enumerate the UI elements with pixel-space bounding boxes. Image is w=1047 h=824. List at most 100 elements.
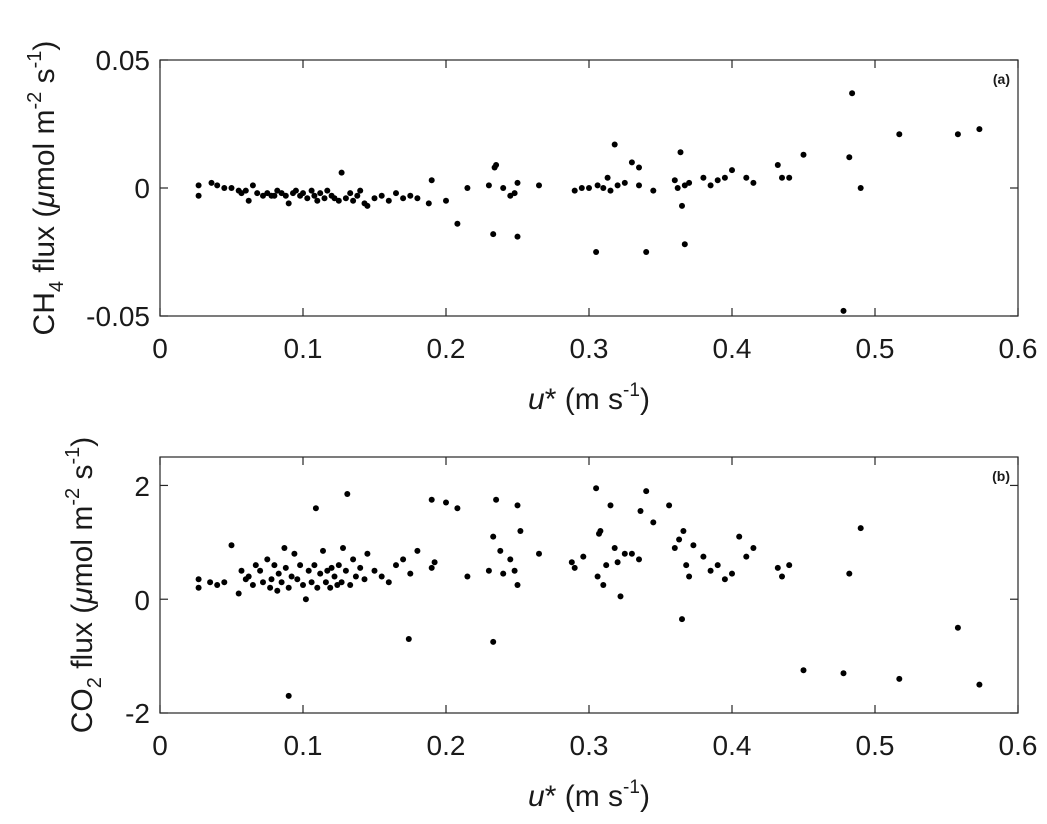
data-point xyxy=(578,185,585,191)
data-point xyxy=(580,553,587,560)
y-axis-label: CO2 flux (μmol m-2 s-1) xyxy=(62,437,106,734)
data-point xyxy=(454,220,461,227)
data-point xyxy=(347,190,354,197)
data-point xyxy=(431,559,438,566)
data-point xyxy=(650,187,657,194)
data-point xyxy=(285,200,292,207)
data-point xyxy=(707,567,714,574)
data-point xyxy=(621,179,628,186)
x-tick-label: 0.5 xyxy=(856,730,895,761)
data-point xyxy=(686,573,693,580)
data-point xyxy=(500,185,507,191)
data-point xyxy=(690,542,697,549)
y-axis-label: CH4 flux (μmol m-2 s-1) xyxy=(24,41,68,336)
y-tick-labels: -2 0 2 xyxy=(125,471,150,729)
data-point xyxy=(721,576,728,583)
data-point xyxy=(228,542,235,549)
x-tick-label: 0.1 xyxy=(284,730,323,761)
data-point xyxy=(425,200,432,207)
data-point xyxy=(328,564,335,571)
data-point xyxy=(238,567,245,574)
y-tick-label: -2 xyxy=(125,698,150,729)
data-point xyxy=(849,90,856,97)
data-point xyxy=(327,584,334,591)
x-tick-label: 0.4 xyxy=(713,730,752,761)
data-point xyxy=(714,562,721,569)
scatter-markers xyxy=(195,90,983,314)
data-point xyxy=(312,505,319,512)
data-point xyxy=(342,195,349,202)
data-point xyxy=(335,197,342,204)
data-point xyxy=(454,505,461,512)
data-point xyxy=(674,185,681,191)
data-point xyxy=(680,528,687,534)
data-point xyxy=(302,596,309,603)
y-tick-label: 2 xyxy=(134,471,150,502)
data-point xyxy=(278,579,285,586)
data-point xyxy=(750,545,757,551)
data-point xyxy=(334,582,341,588)
data-point xyxy=(245,197,252,204)
data-point xyxy=(774,162,781,168)
data-point xyxy=(571,187,578,194)
data-point xyxy=(282,564,289,571)
data-point xyxy=(249,582,256,588)
data-point xyxy=(650,519,657,526)
data-point xyxy=(294,576,301,583)
data-point xyxy=(800,151,807,158)
data-point xyxy=(679,616,685,623)
data-point xyxy=(603,562,610,569)
data-point xyxy=(331,573,338,580)
data-point xyxy=(464,573,471,580)
data-point xyxy=(729,570,735,577)
data-point xyxy=(671,545,678,551)
data-point xyxy=(350,197,357,204)
data-point xyxy=(208,179,215,186)
x-tick-label: 0.2 xyxy=(427,730,466,761)
data-point xyxy=(405,636,412,642)
data-point xyxy=(407,192,414,199)
data-point xyxy=(607,502,614,509)
data-point xyxy=(235,590,242,597)
data-point xyxy=(857,525,864,532)
data-point xyxy=(514,179,521,186)
data-point xyxy=(288,573,295,580)
data-point xyxy=(385,579,392,586)
data-point xyxy=(242,187,249,194)
data-point xyxy=(607,187,614,194)
data-point xyxy=(371,195,378,202)
data-point xyxy=(364,202,371,209)
data-point xyxy=(214,582,221,588)
data-point xyxy=(493,496,500,503)
data-point xyxy=(285,692,292,699)
data-point xyxy=(671,177,678,184)
data-point xyxy=(636,164,642,171)
data-point xyxy=(568,559,575,566)
data-point xyxy=(357,187,364,194)
data-point xyxy=(464,185,471,191)
data-point xyxy=(507,192,514,199)
data-point xyxy=(846,570,853,577)
data-point xyxy=(954,624,961,631)
data-point xyxy=(500,570,507,577)
data-point xyxy=(743,174,750,181)
x-tick-label: 0.5 xyxy=(856,333,895,364)
data-point xyxy=(604,174,611,181)
data-point xyxy=(514,502,521,509)
data-point xyxy=(729,167,735,174)
data-point xyxy=(300,582,306,588)
data-point xyxy=(260,579,266,586)
data-point xyxy=(338,169,345,176)
data-point xyxy=(407,570,414,577)
data-point xyxy=(779,573,785,580)
data-point xyxy=(571,564,578,571)
data-point xyxy=(840,307,847,314)
data-point xyxy=(340,545,346,551)
data-point xyxy=(896,675,903,682)
data-point xyxy=(378,192,385,199)
data-point xyxy=(621,550,628,557)
data-point xyxy=(493,162,500,168)
data-point xyxy=(643,488,650,495)
data-point xyxy=(378,573,385,580)
data-point xyxy=(490,638,497,645)
